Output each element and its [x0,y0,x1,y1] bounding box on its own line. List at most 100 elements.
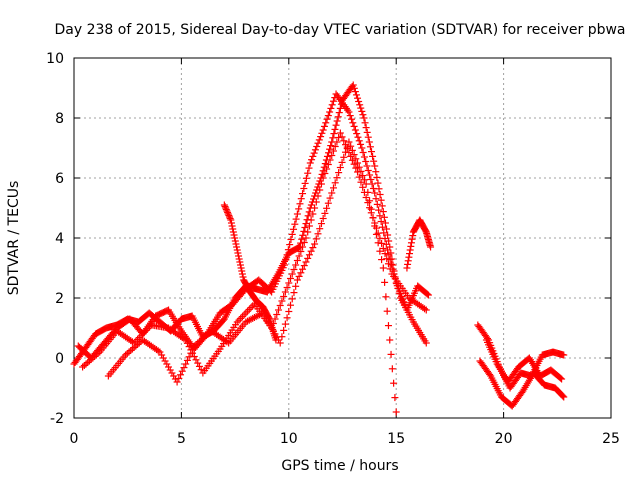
data-point [182,336,190,344]
data-point [364,167,372,174]
data-point [359,183,367,191]
data-point [244,307,252,315]
data-point [287,301,295,309]
data-point [409,232,417,240]
data-point [280,326,288,334]
data-point [290,289,298,297]
data-point [297,239,305,247]
data-point [355,163,363,171]
data-point [370,157,378,165]
data-point [192,356,200,364]
data-point [351,126,359,134]
data-point [305,222,313,230]
data-point [327,142,335,150]
data-point [314,230,322,238]
data-point [367,176,375,183]
data-point [292,282,300,290]
data-point [326,108,334,116]
data-point [292,261,300,269]
data-point [347,142,355,150]
data-point [374,179,382,187]
data-point [161,357,169,365]
data-point [233,243,241,251]
data-point [166,366,174,374]
data-point [378,223,386,231]
data-point [408,235,416,243]
data-point [334,113,342,121]
data-point [197,366,205,374]
data-point [355,137,363,145]
data-point [204,330,212,338]
data-point [324,112,332,120]
data-point [302,258,310,266]
data-point [382,240,390,248]
data-point [305,208,313,216]
data-point [360,153,368,161]
data-point [300,239,308,246]
data-point [362,124,370,132]
series-arc-7 [474,321,568,392]
data-point [359,172,367,180]
data-point [283,251,291,259]
data-point [318,129,326,137]
data-point [236,261,244,269]
y-tick-label: -2 [50,411,64,427]
data-point [302,174,310,182]
data-point [301,179,309,187]
data-point [91,353,99,360]
data-point [79,363,87,371]
data-point [156,348,164,356]
data-point [311,240,319,248]
data-point [239,273,247,281]
data-point [307,216,315,224]
data-point [87,356,95,363]
data-point [557,374,565,382]
data-point [333,117,341,125]
data-point [486,371,494,378]
data-point [360,114,368,122]
data-point [276,339,284,347]
data-point [283,314,291,322]
data-point [229,228,237,236]
data-point [350,122,358,130]
data-point [222,206,230,213]
data-point [187,349,195,357]
data-point [362,180,370,188]
data-point [374,239,382,247]
data-point [342,148,350,156]
data-point [395,289,403,297]
data-point [357,140,365,148]
data-point [336,104,344,112]
y-tick-label: 4 [55,231,64,247]
data-point [245,305,253,313]
axis-tick-labels: 0 5 10 15 20 25 -2 0 2 4 6 8 10 [46,51,620,447]
data-point [373,173,381,181]
data-point [558,375,566,383]
data-point [384,322,392,330]
data-point [421,305,429,313]
data-point [404,260,412,268]
data-point [384,260,392,268]
data-point [278,297,286,305]
data-point [235,252,243,260]
data-point [374,229,382,237]
data-point [227,219,235,227]
data-point [369,152,377,160]
data-point [323,165,331,173]
data-point [307,201,315,209]
data-point [183,339,191,347]
data-point [388,365,396,373]
data-point [380,213,388,221]
data-point [343,143,351,151]
data-point [125,348,133,356]
data-point [373,200,381,208]
series-arc-4 [104,138,400,416]
y-tick-label: 10 [46,51,64,67]
data-point [364,133,372,141]
data-point [350,84,358,92]
data-point [309,244,317,252]
data-point [366,171,374,179]
data-point [357,167,365,175]
data-point [323,152,331,160]
data-point [333,138,341,146]
